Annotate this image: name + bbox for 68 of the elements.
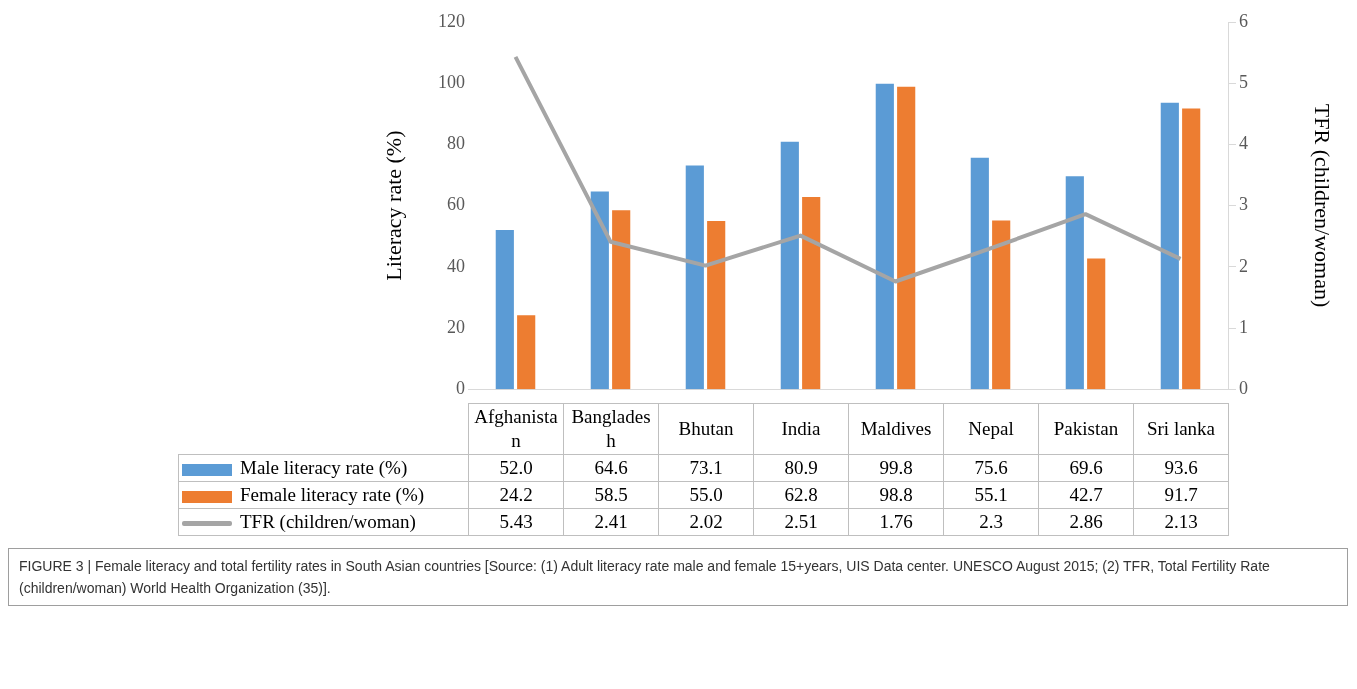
y-tick-label: 60	[447, 194, 465, 215]
y2-tick-label: 2	[1239, 255, 1248, 276]
bar	[1182, 108, 1201, 390]
x-tick-label: Bhutan	[658, 403, 754, 455]
x-tick-label: Pakistan	[1038, 403, 1134, 455]
bar	[1065, 176, 1084, 390]
y2-tick-label: 1	[1239, 316, 1248, 337]
y2-tick-label: 3	[1239, 194, 1248, 215]
data-label: 73.1	[658, 454, 754, 482]
y-tick-label: 0	[456, 377, 465, 398]
data-label: 91.7	[1133, 481, 1229, 509]
x-tick-label: Sri lanka	[1133, 403, 1229, 455]
bar	[897, 86, 916, 390]
y2-tick-label: 4	[1239, 133, 1248, 154]
data-label: 93.6	[1133, 454, 1229, 482]
caption: FIGURE 3 | Female literacy and total fertility rates in South Asian countries [Source: (1) Adult literacy rate male and female 15+years, UIS Data center. UNESCO August 2015; (2) TFR, Total Fertility Rate (children/woman) World Health Organization (35)].	[8, 548, 1348, 606]
y2-axis-title: TFR (children/woman)	[1310, 103, 1336, 308]
data-label: 24.2	[468, 481, 564, 509]
data-label: 64.6	[563, 454, 659, 482]
data-label: 1.76	[848, 508, 944, 536]
bar	[612, 210, 631, 390]
y-tick-label: 100	[438, 71, 465, 92]
data-label: 55.1	[943, 481, 1039, 509]
data-label: 2.3	[943, 508, 1039, 536]
data-label: 2.86	[1038, 508, 1134, 536]
bar	[875, 83, 894, 390]
data-label: 75.6	[943, 454, 1039, 482]
bar	[992, 220, 1011, 390]
y2-tick-label: 0	[1239, 377, 1248, 398]
bar	[970, 157, 989, 390]
data-label: 5.43	[468, 508, 564, 536]
data-label: 69.6	[1038, 454, 1134, 482]
x-tick-label: Bangladesh	[563, 403, 659, 455]
bar	[1087, 258, 1106, 390]
x-tick-label: Afghanistan	[468, 403, 564, 455]
bar	[707, 220, 726, 390]
data-label: 2.51	[753, 508, 849, 536]
y2-tick-label: 5	[1239, 71, 1248, 92]
bar	[495, 230, 514, 390]
y-tick-label: 20	[447, 316, 465, 337]
bar	[802, 197, 821, 390]
legend-label: Male literacy rate (%)	[178, 454, 469, 482]
data-label: 55.0	[658, 481, 754, 509]
y-tick-label: 40	[447, 255, 465, 276]
legend-label: TFR (children/woman)	[178, 508, 469, 536]
y2-tick-label: 6	[1239, 10, 1248, 31]
x-tick-label: Nepal	[943, 403, 1039, 455]
data-label: 42.7	[1038, 481, 1134, 509]
data-label: 80.9	[753, 454, 849, 482]
legend-label: Female literacy rate (%)	[178, 481, 469, 509]
data-label: 58.5	[563, 481, 659, 509]
bar	[1160, 102, 1179, 390]
bar	[685, 165, 704, 390]
data-label: 52.0	[468, 454, 564, 482]
bar	[590, 191, 609, 390]
bar	[517, 315, 536, 390]
y-tick-label: 120	[438, 10, 465, 31]
data-label: 99.8	[848, 454, 944, 482]
bar	[780, 141, 799, 390]
x-tick-label: Maldives	[848, 403, 944, 455]
data-label: 2.02	[658, 508, 754, 536]
data-label: 2.13	[1133, 508, 1229, 536]
data-label: 2.41	[563, 508, 659, 536]
y-tick-label: 80	[447, 133, 465, 154]
y-axis-title: Literacy rate (%)	[380, 130, 406, 281]
data-label: 62.8	[753, 481, 849, 509]
x-tick-label: India	[753, 403, 849, 455]
data-label: 98.8	[848, 481, 944, 509]
